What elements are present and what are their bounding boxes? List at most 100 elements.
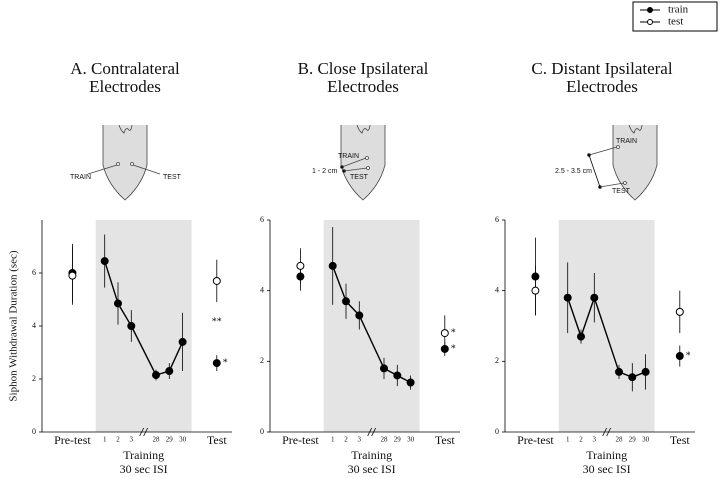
x-tick-label: Pre-test (517, 433, 554, 447)
x-axis-label: Training (123, 448, 164, 462)
x-tick-label: 28 (153, 436, 161, 444)
data-point (328, 261, 337, 270)
connector (104, 260, 119, 304)
y-tick-label: 2 (32, 374, 36, 383)
axis-break (606, 427, 612, 437)
connector (332, 265, 347, 302)
chart-title: Electrodes (89, 77, 161, 96)
chart-title: Electrodes (327, 77, 399, 96)
data-point (100, 257, 109, 266)
data-point (440, 344, 449, 353)
electrode-diagram: TRAIN TEST 2.5 - 3.5 cm (555, 124, 658, 201)
data-point (380, 364, 388, 373)
electrode-diagram: TRAIN TEST 1 - 2 cm (312, 124, 386, 201)
data-point (406, 378, 415, 387)
connector (130, 325, 157, 376)
data-point (590, 293, 599, 302)
axis-break (602, 427, 608, 437)
y-tick-label: 2 (260, 356, 264, 365)
diagram-label: 2.5 - 3.5 cm (555, 168, 592, 175)
data-point (152, 371, 160, 380)
axis-break (139, 427, 145, 437)
diagram-label: TRAIN (616, 138, 637, 145)
data-point (296, 261, 305, 270)
connector (580, 297, 595, 337)
x-axis-label: 30 sec ISI (583, 462, 631, 476)
x-tick-label: Pre-test (282, 433, 319, 447)
data-point (114, 299, 122, 308)
lead (132, 164, 161, 175)
x-tick-label: Test (670, 433, 690, 447)
connector (567, 297, 582, 337)
y-tick-label: 6 (32, 268, 36, 277)
data-point (127, 322, 136, 330)
electrode-diagram: TRAIN TEST (70, 124, 182, 201)
training-shade (95, 220, 192, 432)
chart-title: B. Close Ipsilateral (298, 59, 429, 78)
data-point (393, 371, 402, 380)
y-tick-label: 2 (495, 356, 499, 365)
x-tick-label: 2 (116, 436, 120, 444)
diagram-label: TEST (350, 174, 369, 181)
data-point (68, 271, 77, 280)
y-tick-label: 4 (32, 321, 36, 330)
axis-break (367, 427, 373, 437)
y-tick-label: 6 (260, 215, 264, 224)
x-tick-label: 29 (166, 436, 174, 444)
legend-marker (647, 7, 653, 13)
axis-break (371, 427, 377, 437)
legend: train test (632, 1, 718, 32)
lead (341, 157, 367, 168)
x-axis-label: Training (586, 448, 627, 462)
lead (588, 146, 618, 156)
x-tick-label: Pre-test (54, 433, 91, 447)
y-tick-label: 0 (260, 427, 264, 436)
x-tick-label: 2 (579, 436, 583, 444)
data-point (212, 276, 221, 285)
training-shade (558, 220, 655, 432)
connector (117, 303, 132, 327)
annotation: ** (212, 316, 222, 327)
x-tick-label: Test (435, 433, 455, 447)
chart-title: A. Contralateral (70, 59, 180, 78)
data-point (563, 293, 572, 302)
x-tick-label: 28 (381, 436, 389, 444)
connector (358, 315, 385, 369)
lead (87, 164, 118, 175)
data-point (675, 307, 684, 316)
data-point (355, 311, 364, 320)
data-point (440, 329, 449, 338)
x-tick-label: 3 (593, 436, 597, 444)
data-point (531, 272, 540, 281)
lead (343, 167, 368, 172)
legend-label: test (668, 16, 683, 28)
legend-marker (647, 19, 653, 25)
data-point (531, 286, 540, 295)
x-tick-label: 29 (629, 436, 637, 444)
chart-title: C. Distant Ipsilateral (531, 59, 672, 78)
significance-mark: * (451, 327, 456, 338)
siphon (118, 124, 133, 134)
training-shade (323, 220, 420, 432)
significance-mark: * (686, 350, 691, 361)
diagram-label: TRAIN (338, 153, 359, 160)
legend-label: train (668, 4, 689, 16)
data-point (342, 297, 350, 306)
y-tick-label: 4 (495, 285, 499, 294)
data-point (212, 359, 221, 368)
axis-break (143, 427, 149, 437)
y-axis-label: Siphon Withdrawal Duration (sec) (8, 250, 20, 402)
connector (593, 297, 620, 373)
x-axis-label: 30 sec ISI (120, 462, 168, 476)
data-point (615, 367, 623, 376)
data-point (628, 373, 637, 382)
lead (599, 182, 625, 188)
data-point (577, 332, 585, 341)
distance-line (588, 154, 601, 188)
body-outline (340, 125, 386, 201)
diagram-label: TEST (612, 188, 631, 195)
body-outline (102, 125, 148, 201)
x-tick-label: 1 (331, 436, 335, 444)
significance-mark: * (223, 357, 228, 368)
